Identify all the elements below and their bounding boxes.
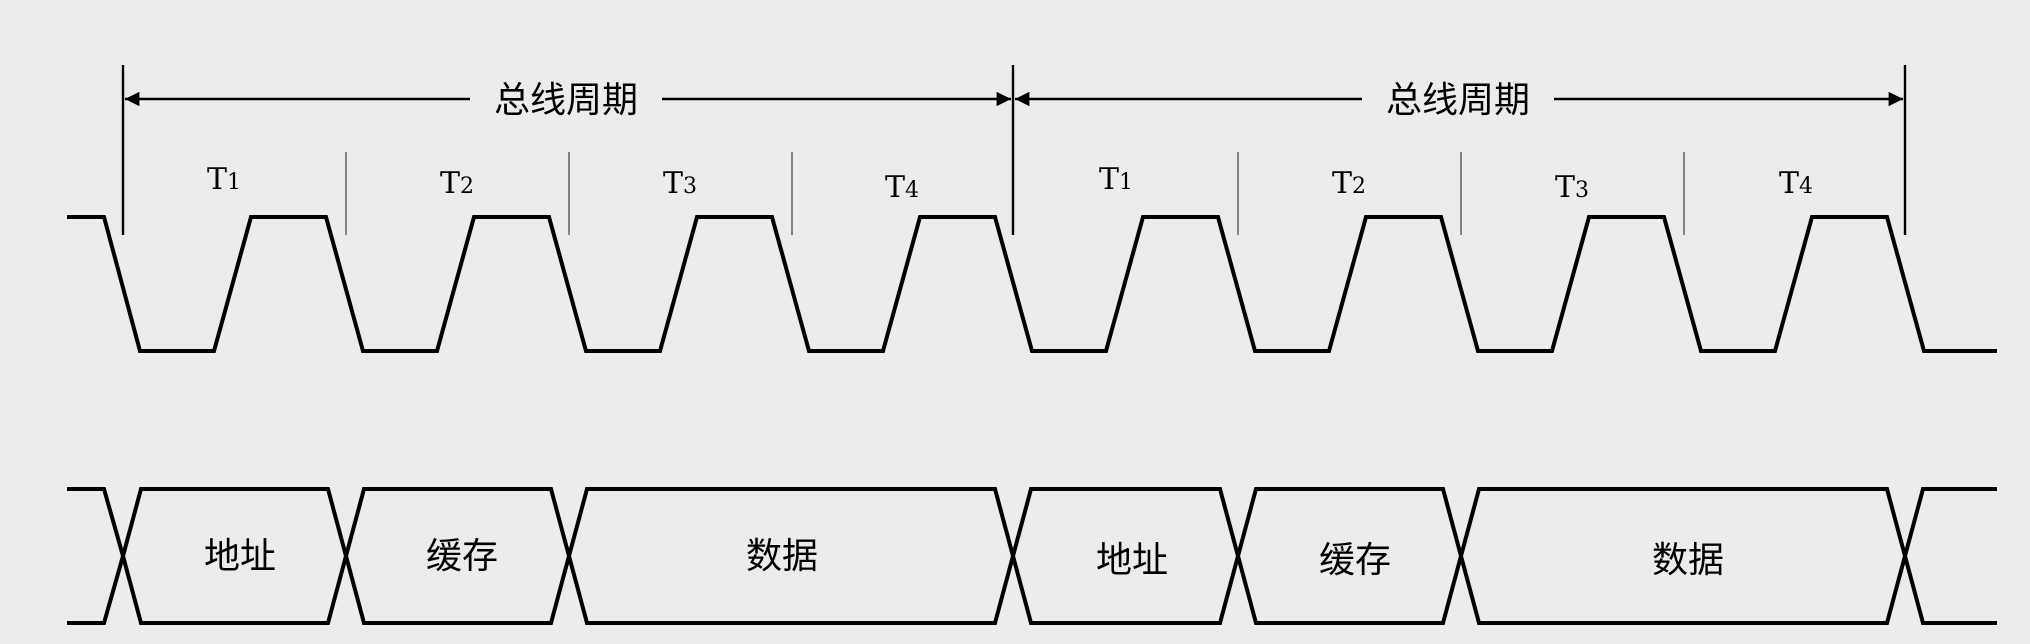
data-phase-label: 数据 bbox=[746, 536, 818, 577]
data-bus-lead-out bbox=[1902, 487, 1997, 625]
t-state-label: T3 bbox=[1555, 170, 1589, 205]
t-state-label: T4 bbox=[885, 170, 919, 205]
data-phase-label: 缓存 bbox=[426, 536, 498, 577]
bus-cycle-label: 总线周期 bbox=[494, 80, 638, 121]
data-phase-label: 地址 bbox=[204, 536, 276, 577]
t-state-label: T2 bbox=[440, 166, 474, 201]
clock-waveform bbox=[67, 215, 1997, 353]
t-state-label: T2 bbox=[1332, 166, 1366, 201]
t-state-label: T3 bbox=[663, 166, 697, 201]
data-phase-label: 缓存 bbox=[1319, 540, 1391, 581]
data-phase-label: 地址 bbox=[1096, 540, 1168, 581]
t-state-label: T1 bbox=[207, 162, 241, 197]
data-phase-label: 数据 bbox=[1652, 540, 1724, 581]
bus-cycle-1-span: 总线周期 bbox=[125, 80, 1011, 121]
bus-cycle-label: 总线周期 bbox=[1386, 80, 1530, 121]
data-bus-lead-in bbox=[67, 487, 126, 625]
data-bus-waveform bbox=[67, 487, 1997, 625]
t-state-label: T1 bbox=[1099, 162, 1133, 197]
bus-cycle-2-span: 总线周期 bbox=[1015, 80, 1903, 121]
t-state-label: T4 bbox=[1779, 166, 1813, 201]
